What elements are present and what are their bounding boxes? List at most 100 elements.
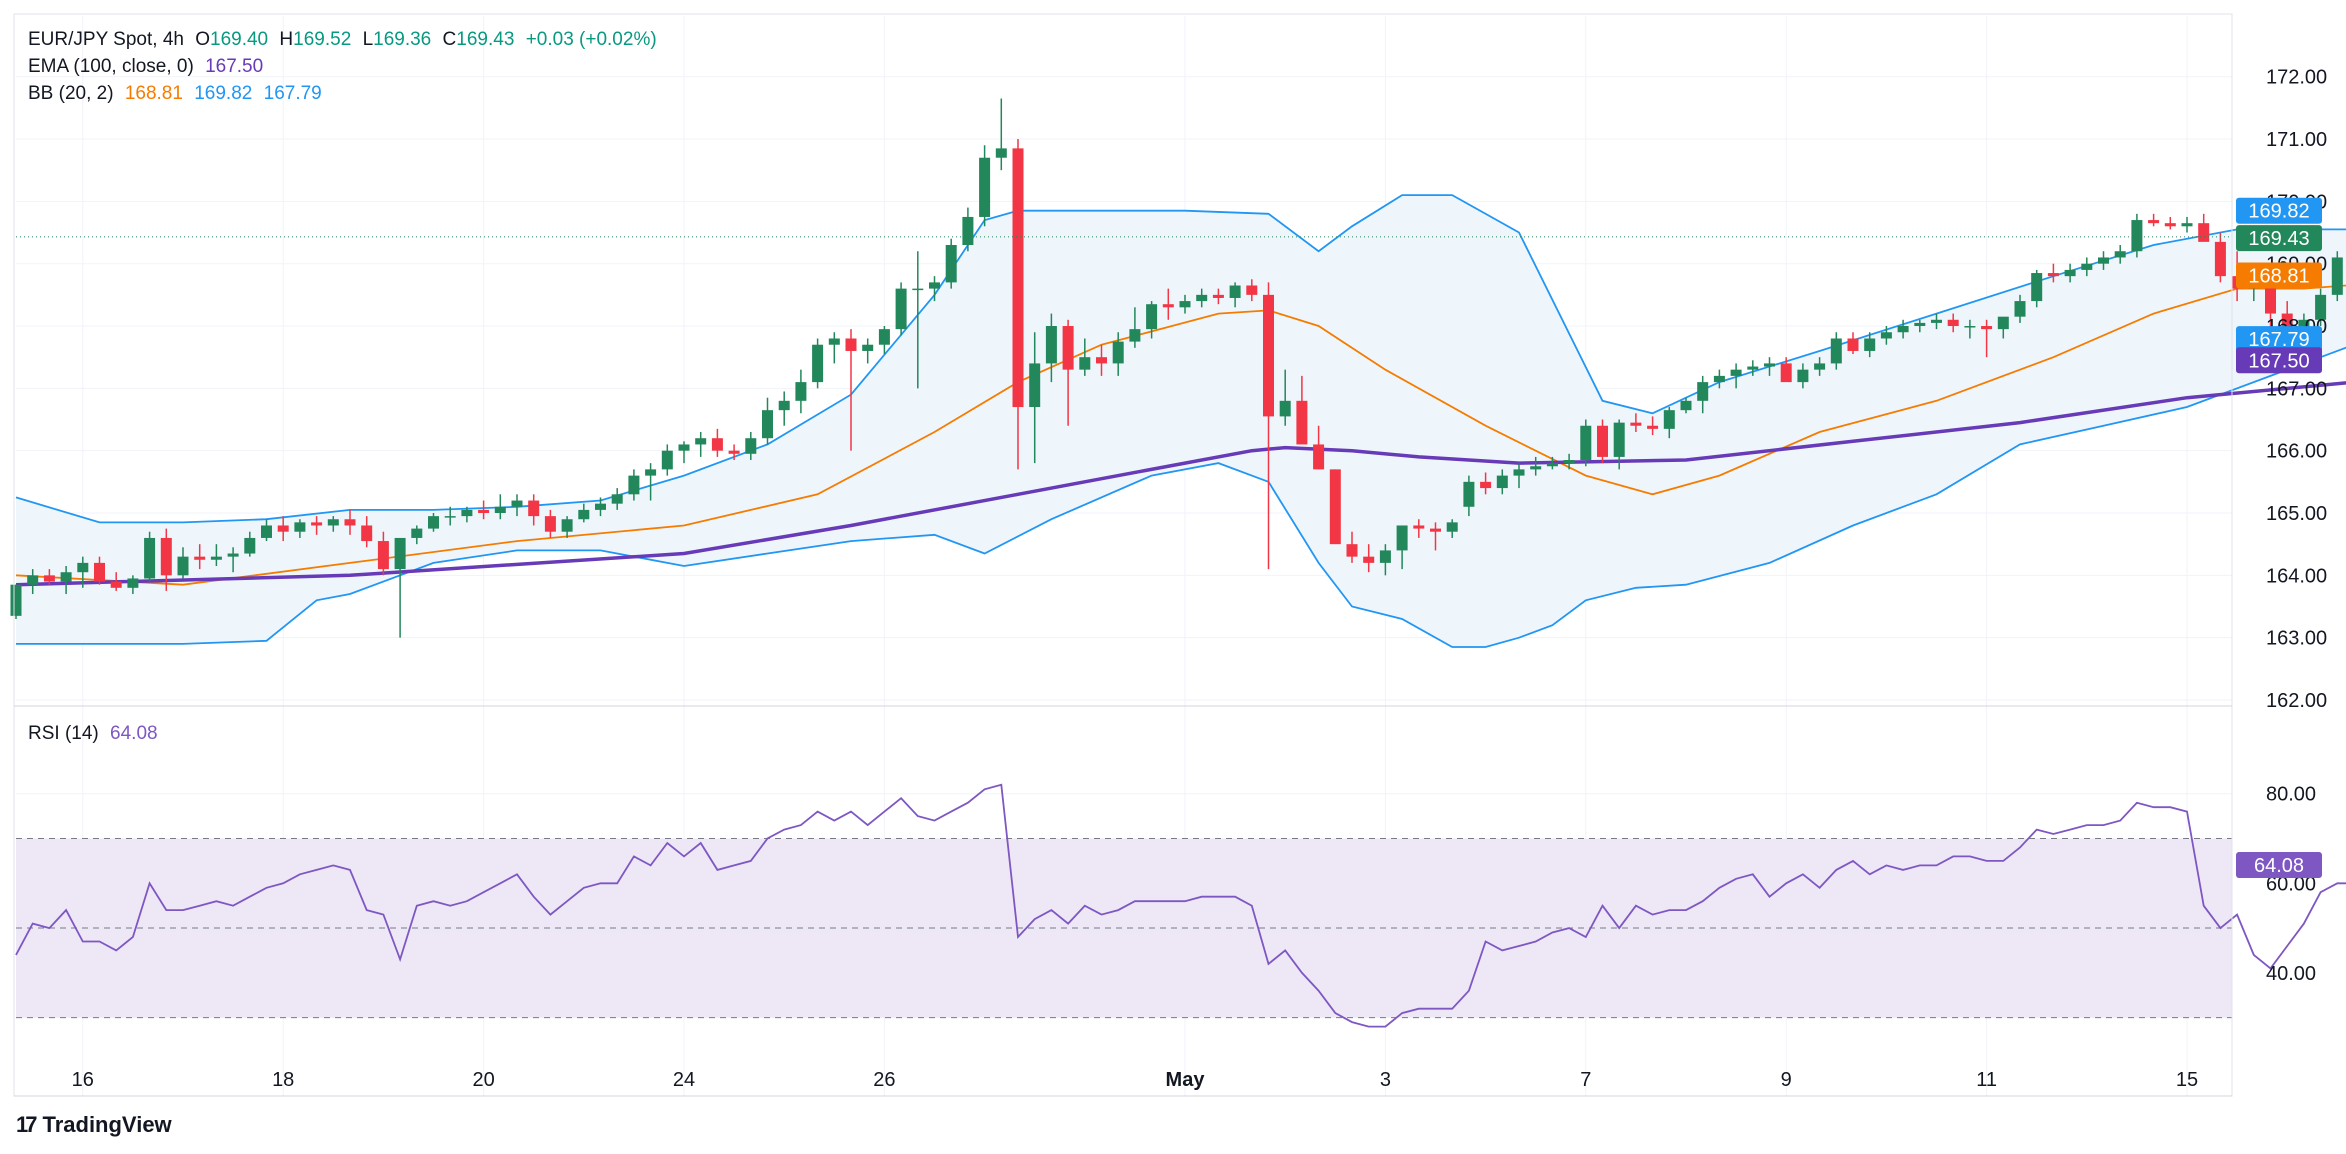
candle-up xyxy=(60,572,72,582)
candle-up xyxy=(862,344,874,351)
bb-lower-tag-label: 167.79 xyxy=(2248,329,2309,351)
candle-up xyxy=(1196,294,1208,302)
candle-up xyxy=(1997,316,2009,330)
candle-down xyxy=(1263,294,1274,417)
legend-ema-label: EMA (100, close, 0) xyxy=(28,56,194,77)
candle-up xyxy=(2114,251,2126,258)
candle-down xyxy=(1780,363,1792,383)
candle-down xyxy=(94,562,105,582)
legend-change: +0.03 (+0.02%) xyxy=(525,29,657,50)
rsi-tag xyxy=(2236,852,2322,879)
candle-up xyxy=(1864,338,1876,351)
candle-up xyxy=(1897,326,1909,333)
candle-up xyxy=(1179,301,1191,308)
bb-basis-tag-label: 168.81 xyxy=(2248,266,2309,288)
candle-down xyxy=(377,541,389,570)
time-tick-label: May xyxy=(1166,1069,1206,1091)
bb-lower-tag xyxy=(2236,326,2322,353)
time-tick-label: 26 xyxy=(873,1069,895,1091)
candle-up xyxy=(2131,220,2143,252)
candle-up xyxy=(210,556,222,560)
candle-down xyxy=(528,500,540,517)
candle-down xyxy=(1346,544,1358,557)
candle-up xyxy=(511,500,523,507)
candle-up xyxy=(895,288,907,330)
bb-upper-tag-label: 169.82 xyxy=(2248,201,2309,223)
candle-up xyxy=(294,522,306,532)
ema-line xyxy=(15,381,2346,587)
candle-up xyxy=(1513,469,1525,476)
candle-up xyxy=(2064,269,2076,277)
last-price-tag-label: 169.43 xyxy=(2248,228,2309,250)
candle-up xyxy=(1964,326,1976,328)
candle-up xyxy=(144,537,156,579)
candle-up xyxy=(10,584,22,616)
candle-down xyxy=(1096,357,1107,364)
candle-up xyxy=(912,288,924,291)
candle-up xyxy=(1880,332,1892,339)
time-tick-label: 9 xyxy=(1781,1069,1792,1091)
candle-up xyxy=(2331,257,2343,295)
candle-down xyxy=(2281,313,2293,339)
ema-layer xyxy=(15,381,2346,587)
legend-close-label: C xyxy=(442,29,457,50)
candle-up xyxy=(1396,525,1408,551)
candle-down xyxy=(1430,528,1441,532)
candle-down xyxy=(2265,269,2276,314)
candle-up xyxy=(1713,375,1725,383)
price-tick-label: 165.00 xyxy=(2266,503,2327,525)
candle-up xyxy=(979,157,991,217)
candle-down xyxy=(1413,525,1425,529)
candle-up xyxy=(1463,481,1475,507)
candle-up xyxy=(645,469,657,476)
candle-up xyxy=(2098,257,2109,264)
legend-ema[interactable]: EMA (100, close, 0) 167.50 xyxy=(28,53,269,80)
candle-up xyxy=(1112,341,1124,364)
candle-up xyxy=(1580,425,1592,461)
candle-up xyxy=(945,244,957,283)
candle-up xyxy=(444,516,456,518)
candle-down xyxy=(1162,304,1174,308)
time-tick-label: 20 xyxy=(472,1069,494,1091)
candle-up xyxy=(1129,329,1141,342)
candle-up xyxy=(595,503,606,510)
legend-bb-label: BB (20, 2) xyxy=(28,83,114,104)
candle-up xyxy=(745,438,757,454)
legend-low: 169.36 xyxy=(373,29,432,50)
candle-up xyxy=(628,475,640,495)
candle-up xyxy=(678,444,690,451)
last-price-tag xyxy=(2236,225,2322,252)
candle-up xyxy=(962,216,974,245)
candle-down xyxy=(478,509,490,514)
legend-rsi[interactable]: RSI (14) 64.08 xyxy=(28,720,164,747)
bollinger-bands-layer xyxy=(15,194,2346,648)
legend-low-label: L xyxy=(362,29,374,50)
candle-up xyxy=(1029,363,1041,408)
candle-down xyxy=(1847,338,1859,351)
candle-up xyxy=(611,494,623,504)
legend-symbol[interactable]: EUR/JPY Spot, 4h xyxy=(28,29,184,50)
candle-up xyxy=(2031,273,2043,302)
legend-high: 169.52 xyxy=(293,29,352,50)
bb-basis-line xyxy=(15,284,2346,586)
rsi-tick-label: 60.00 xyxy=(2266,873,2316,895)
rsi-tick-label: 80.00 xyxy=(2266,784,2316,806)
candle-down xyxy=(1981,326,1993,330)
candle-down xyxy=(2047,273,2059,277)
candle-up xyxy=(1613,422,1625,457)
tradingview-logo[interactable]: 17 TradingView xyxy=(16,1112,172,1138)
candle-up xyxy=(2181,223,2193,227)
legend-bb[interactable]: BB (20, 2) 168.81 169.82 167.79 xyxy=(28,80,328,107)
rsi-tag-label: 64.08 xyxy=(2254,855,2304,877)
candle-down xyxy=(1480,481,1492,489)
candle-down xyxy=(311,522,323,526)
candle-up xyxy=(1496,475,1508,489)
bb-fill xyxy=(16,195,2346,647)
legend-bb-upper: 169.82 xyxy=(194,83,253,104)
candle-up xyxy=(177,556,189,576)
time-tick-label: 16 xyxy=(72,1069,94,1091)
candle-up xyxy=(1446,522,1458,532)
candle-up xyxy=(1530,466,1542,470)
candle-down xyxy=(2164,223,2176,227)
candle-up xyxy=(2014,301,2026,317)
